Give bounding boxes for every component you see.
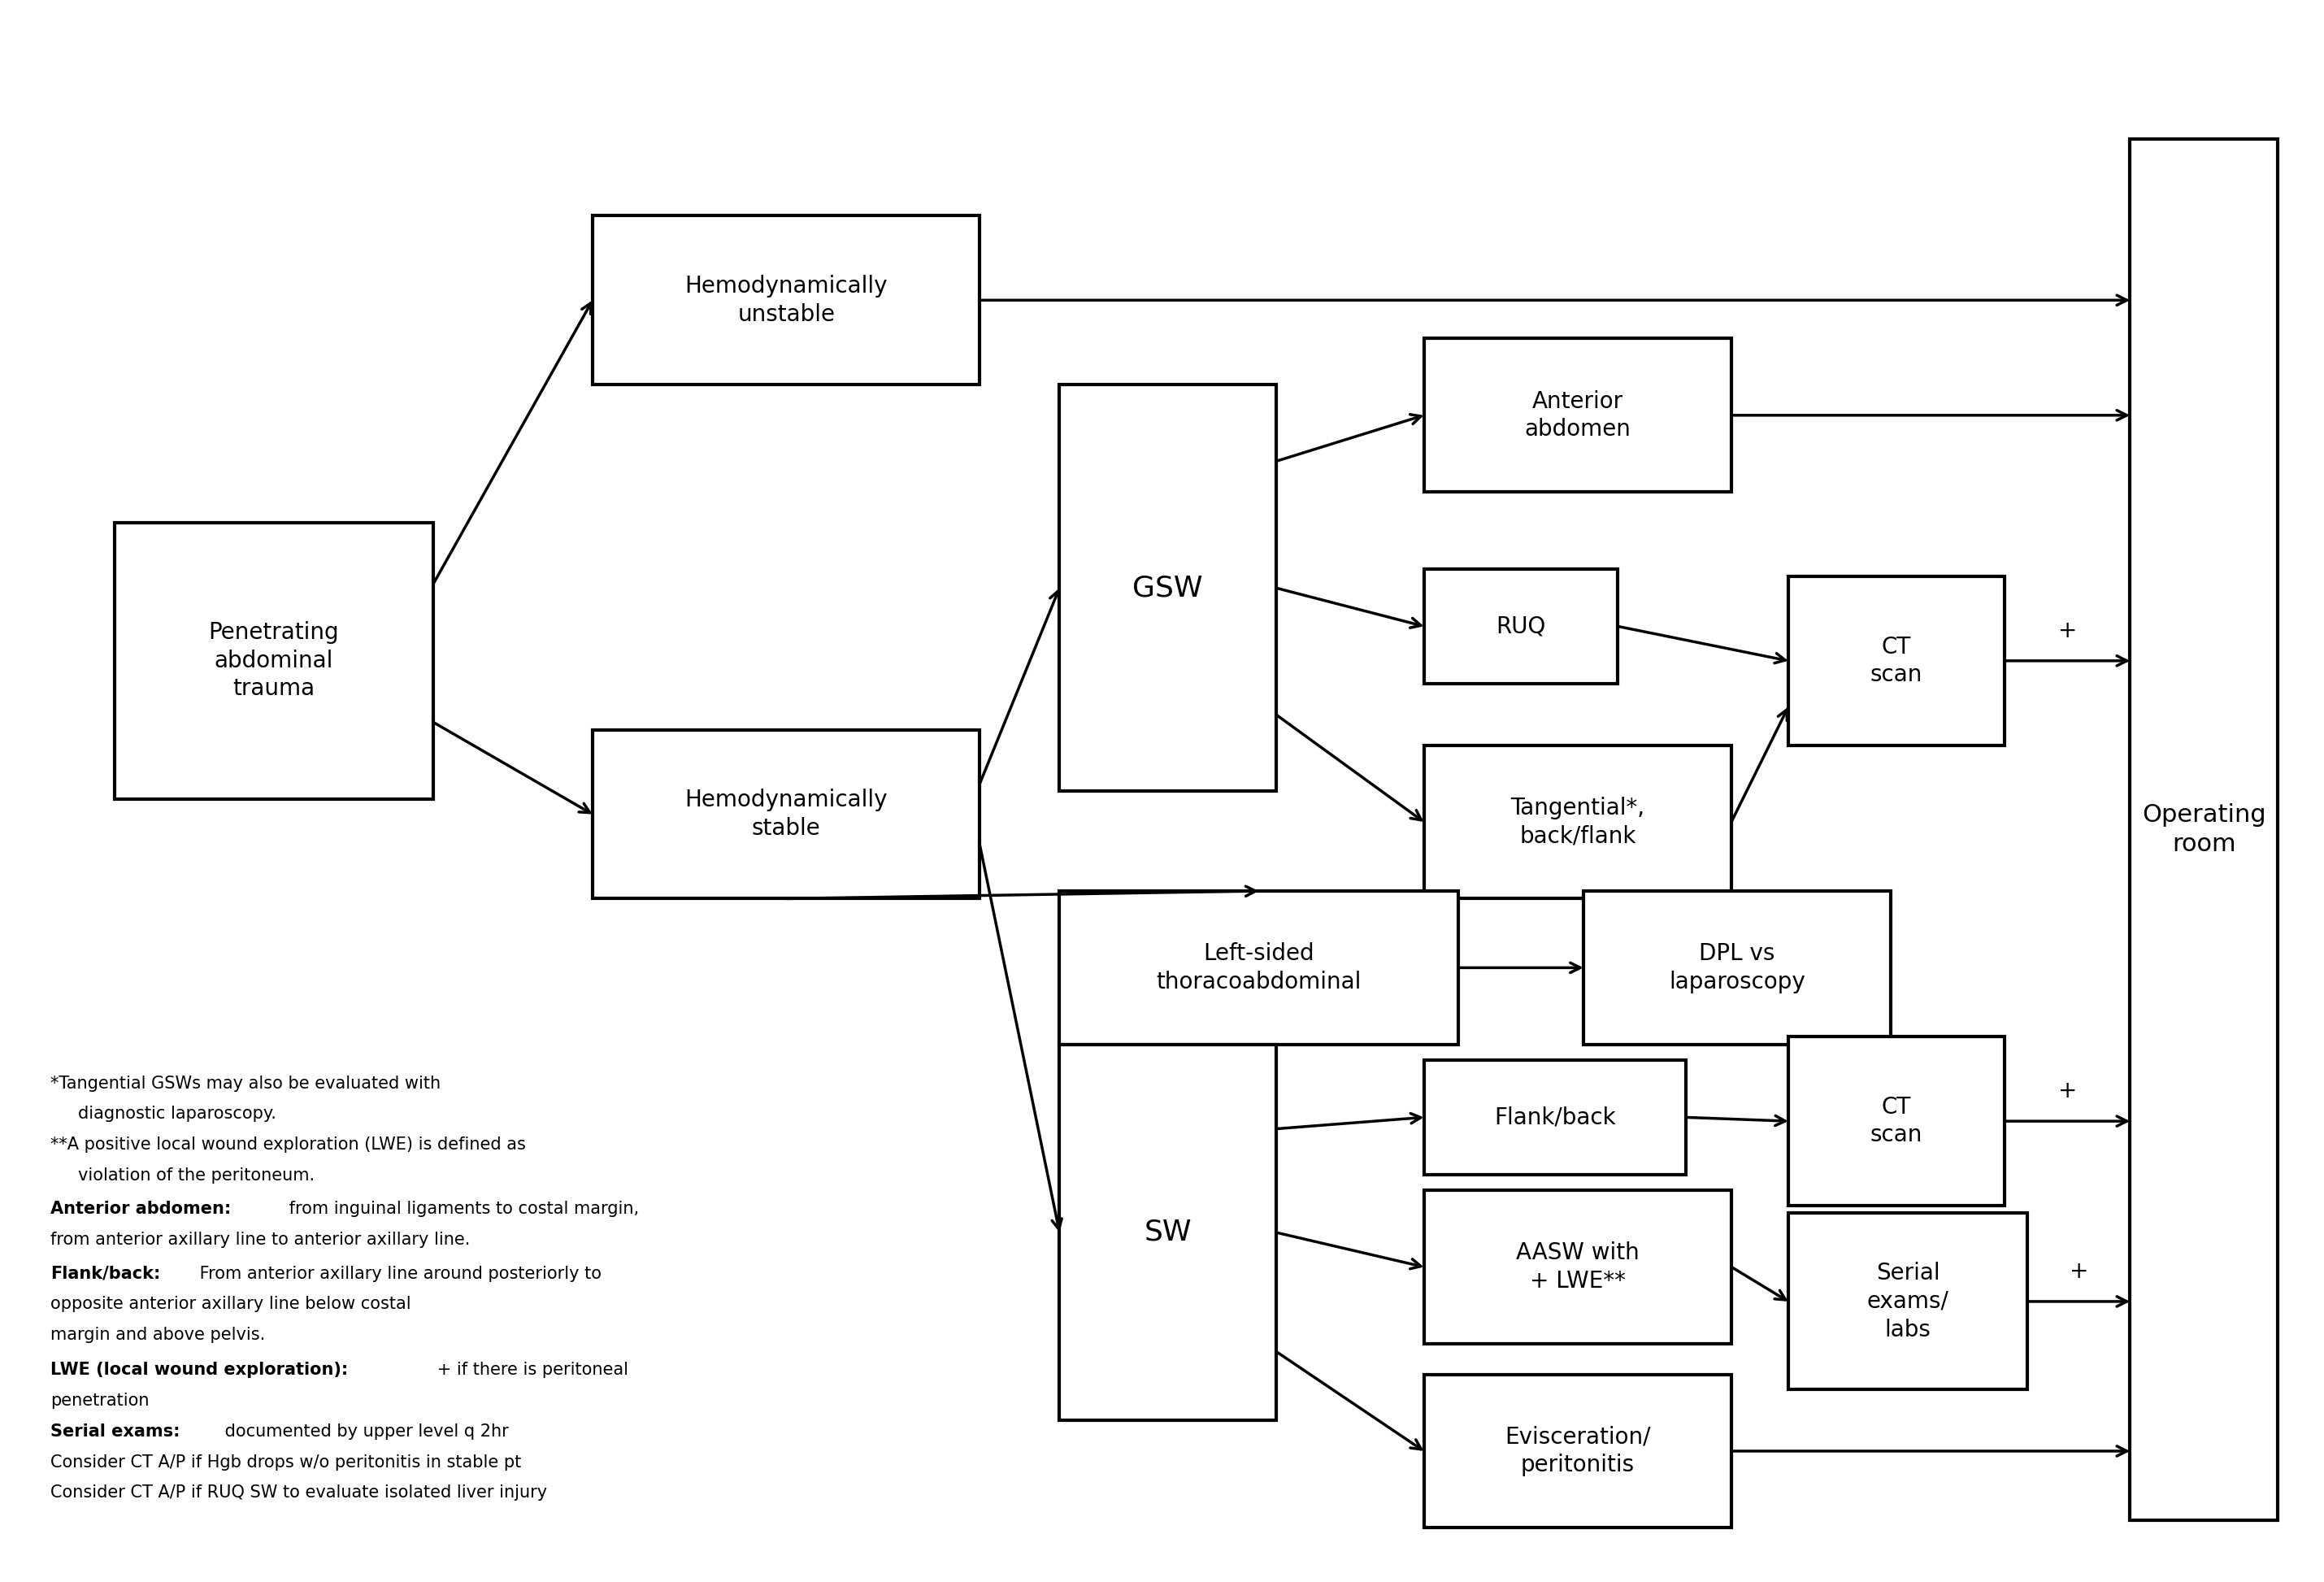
FancyBboxPatch shape xyxy=(1425,1060,1685,1175)
Text: Left-sided
thoracoabdominal: Left-sided thoracoabdominal xyxy=(1157,943,1362,993)
Text: Anterior
abdomen: Anterior abdomen xyxy=(1525,389,1631,441)
Text: SW: SW xyxy=(1143,1218,1192,1247)
FancyBboxPatch shape xyxy=(1425,1375,1731,1528)
Text: +: + xyxy=(2057,1081,2078,1103)
Text: Evisceration/
peritonitis: Evisceration/ peritonitis xyxy=(1504,1425,1650,1476)
Text: CT
scan: CT scan xyxy=(1871,636,1922,687)
Text: From anterior axillary line around posteriorly to: From anterior axillary line around poste… xyxy=(195,1266,602,1281)
FancyBboxPatch shape xyxy=(1789,1213,2027,1389)
FancyBboxPatch shape xyxy=(1789,1036,2006,1205)
FancyBboxPatch shape xyxy=(1425,339,1731,492)
Text: Serial
exams/
labs: Serial exams/ labs xyxy=(1866,1262,1950,1342)
FancyBboxPatch shape xyxy=(1060,1044,1276,1421)
Text: Consider CT A/P if Hgb drops w/o peritonitis in stable pt: Consider CT A/P if Hgb drops w/o periton… xyxy=(51,1454,521,1470)
Text: Penetrating
abdominal
trauma: Penetrating abdominal trauma xyxy=(209,622,339,701)
FancyBboxPatch shape xyxy=(593,215,981,384)
FancyBboxPatch shape xyxy=(1425,570,1618,683)
FancyBboxPatch shape xyxy=(1583,891,1892,1044)
Text: opposite anterior axillary line below costal: opposite anterior axillary line below co… xyxy=(51,1296,411,1313)
Text: margin and above pelvis.: margin and above pelvis. xyxy=(51,1327,265,1343)
Text: Hemodynamically
stable: Hemodynamically stable xyxy=(686,789,888,840)
Text: **A positive local wound exploration (LWE) is defined as: **A positive local wound exploration (LW… xyxy=(51,1136,525,1153)
FancyBboxPatch shape xyxy=(1425,745,1731,899)
Text: *Tangential GSWs may also be evaluated with: *Tangential GSWs may also be evaluated w… xyxy=(51,1076,442,1092)
Text: from inguinal ligaments to costal margin,: from inguinal ligaments to costal margin… xyxy=(284,1201,639,1217)
Text: diagnostic laparoscopy.: diagnostic laparoscopy. xyxy=(79,1106,277,1122)
FancyBboxPatch shape xyxy=(593,729,981,899)
Text: GSW: GSW xyxy=(1132,574,1204,601)
Text: Tangential*,
back/flank: Tangential*, back/flank xyxy=(1511,796,1645,848)
FancyBboxPatch shape xyxy=(2129,139,2278,1520)
Text: documented by upper level q 2hr: documented by upper level q 2hr xyxy=(218,1424,509,1440)
Text: Operating
room: Operating room xyxy=(2143,804,2266,856)
Text: from anterior axillary line to anterior axillary line.: from anterior axillary line to anterior … xyxy=(51,1232,469,1248)
Text: LWE (local wound exploration):: LWE (local wound exploration): xyxy=(51,1362,349,1378)
FancyBboxPatch shape xyxy=(114,522,432,799)
Text: Serial exams:: Serial exams: xyxy=(51,1424,181,1440)
FancyBboxPatch shape xyxy=(1060,384,1276,791)
Text: AASW with
+ LWE**: AASW with + LWE** xyxy=(1515,1242,1638,1292)
Text: Hemodynamically
unstable: Hemodynamically unstable xyxy=(686,275,888,326)
FancyBboxPatch shape xyxy=(1425,1190,1731,1343)
FancyBboxPatch shape xyxy=(1060,891,1457,1044)
Text: Anterior abdomen:: Anterior abdomen: xyxy=(51,1201,230,1217)
Text: violation of the peritoneum.: violation of the peritoneum. xyxy=(79,1168,314,1183)
Text: Flank/back:: Flank/back: xyxy=(51,1266,160,1281)
Text: CT
scan: CT scan xyxy=(1871,1096,1922,1147)
Text: +: + xyxy=(2068,1261,2089,1283)
Text: penetration: penetration xyxy=(51,1392,149,1410)
Text: Consider CT A/P if RUQ SW to evaluate isolated liver injury: Consider CT A/P if RUQ SW to evaluate is… xyxy=(51,1485,548,1501)
Text: Flank/back: Flank/back xyxy=(1494,1106,1615,1128)
Text: +: + xyxy=(2057,620,2078,642)
Text: + if there is peritoneal: + if there is peritoneal xyxy=(432,1362,627,1378)
Text: DPL vs
laparoscopy: DPL vs laparoscopy xyxy=(1669,943,1806,993)
FancyBboxPatch shape xyxy=(1789,576,2006,745)
Text: RUQ: RUQ xyxy=(1497,615,1545,638)
